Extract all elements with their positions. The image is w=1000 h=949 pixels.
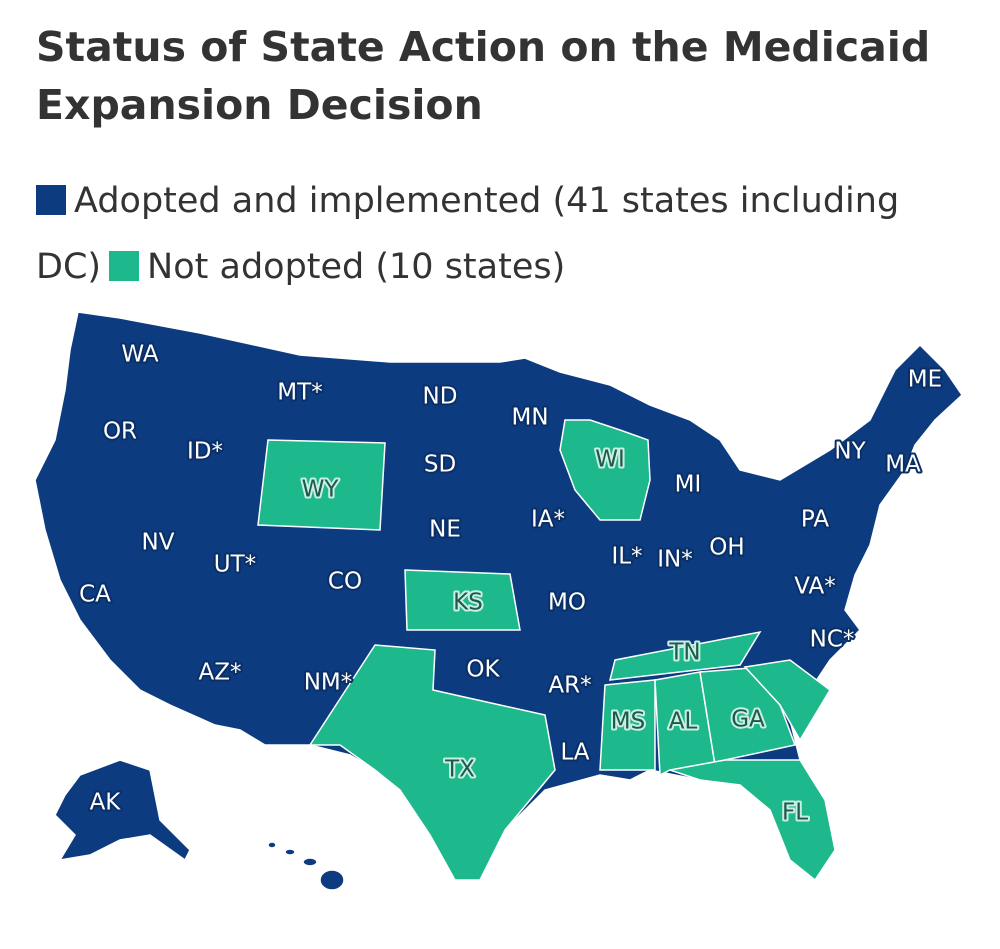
state-label: WY [302,477,340,503]
hawaii-shape [319,869,345,891]
state-label: MS [611,709,645,735]
title: Status of State Action on the Medicaid E… [36,23,931,129]
state-label: NM* [304,670,353,696]
legend-swatch [36,185,66,215]
state-label: MN [511,405,548,431]
state-label: ND [423,384,458,410]
state-label: NC* [810,627,855,653]
hawaii-shape [302,857,318,867]
state-label: NE [429,517,461,543]
state-label: SD [424,452,456,478]
state-label: GA [731,707,765,733]
state-label: NY [834,439,866,465]
state-shape [669,759,836,882]
state-label: IL* [611,544,642,570]
state-shape [404,569,521,631]
state-label: MO [548,590,586,616]
legend: Adopted and implemented (41 states inclu… [36,168,936,300]
state-label: TN [668,640,700,666]
state-label: MT* [277,380,322,406]
state-label: AL [669,709,698,735]
state-labels: WA MT* ND MN ME OR ID* WI SD NY MA WY MI NE IA* PA NV UT*… [77,340,944,828]
state-label: FL [782,800,808,826]
state-label: TX [444,757,475,783]
state-label: AR* [548,673,591,699]
state-shape [599,679,656,771]
state-label: WA [121,342,158,368]
state-label: MA [885,452,921,478]
state-label: WI [595,447,625,473]
state-label: CA [79,582,111,608]
state-shape [609,630,762,681]
state-label: VA* [794,574,836,600]
hawaii-shape [267,841,277,849]
state-label: ME [908,367,942,393]
state-label: NV [142,530,175,556]
state-shape [257,439,386,531]
state-label: CO [328,569,362,595]
state-shape [559,419,651,521]
state-label: OK [466,657,500,683]
state-label: IA* [531,507,565,533]
state-label: LA [560,740,589,766]
legend-label: Adopted and implemented (41 states inclu… [36,181,900,287]
legend-item: Adopted and implemented (41 states inclu… [36,181,899,287]
state-label: AK [90,790,122,816]
alaska-shape [54,759,191,862]
hawaii-shape [284,848,296,856]
legend-item: Not adopted (10 states) [109,247,565,287]
legend-swatch [109,251,140,281]
state-label: OR [103,419,137,445]
state-label: MI [675,472,702,498]
state-label: IN* [657,547,693,573]
state-label: ID* [187,439,223,465]
state-label: PA [801,507,829,533]
state-shapes [34,311,963,891]
legend-label: Not adopted (10 states) [147,247,566,287]
state-label: KS [453,590,483,616]
state-shape [308,644,556,881]
state-label: OH [709,535,744,561]
state-label: AZ* [199,660,242,686]
state-label: UT* [214,552,256,578]
state-shape [743,659,831,742]
